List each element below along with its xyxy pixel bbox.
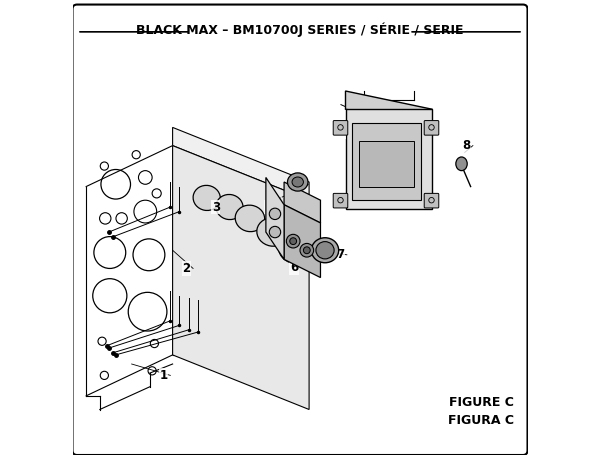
Text: FIGURE C: FIGURE C (449, 396, 514, 409)
Ellipse shape (257, 218, 289, 246)
FancyBboxPatch shape (424, 121, 439, 135)
Polygon shape (173, 146, 309, 410)
Text: 7: 7 (336, 248, 344, 261)
FancyBboxPatch shape (333, 121, 348, 135)
Ellipse shape (456, 157, 467, 171)
Ellipse shape (311, 238, 338, 263)
Ellipse shape (269, 208, 281, 220)
FancyBboxPatch shape (346, 109, 432, 209)
Ellipse shape (300, 243, 314, 257)
Ellipse shape (216, 194, 243, 220)
Ellipse shape (304, 247, 310, 254)
Polygon shape (173, 127, 309, 200)
Text: FIGURA C: FIGURA C (448, 415, 514, 427)
Text: 1: 1 (160, 369, 167, 382)
Ellipse shape (287, 173, 308, 191)
Text: 2: 2 (182, 262, 190, 275)
Polygon shape (284, 205, 320, 278)
Text: 5: 5 (265, 201, 273, 213)
Ellipse shape (292, 177, 304, 187)
FancyBboxPatch shape (333, 193, 348, 208)
Polygon shape (266, 177, 284, 259)
Ellipse shape (316, 242, 334, 259)
Ellipse shape (269, 226, 281, 238)
Text: 3: 3 (212, 201, 220, 213)
FancyBboxPatch shape (424, 193, 439, 208)
Text: 9: 9 (337, 126, 345, 138)
FancyBboxPatch shape (359, 141, 414, 187)
Polygon shape (284, 182, 320, 223)
Text: 4: 4 (290, 239, 299, 252)
Polygon shape (346, 91, 432, 127)
Text: BLACK MAX – BM10700J SERIES / SÉRIE / SERIE: BLACK MAX – BM10700J SERIES / SÉRIE / SE… (136, 22, 464, 37)
Ellipse shape (235, 205, 265, 232)
FancyBboxPatch shape (352, 123, 421, 200)
Ellipse shape (290, 238, 296, 245)
Ellipse shape (278, 233, 313, 263)
Text: 6: 6 (290, 261, 298, 274)
Text: 5: 5 (292, 182, 299, 195)
Ellipse shape (286, 234, 300, 248)
Ellipse shape (193, 185, 220, 211)
Text: 8: 8 (462, 139, 470, 152)
